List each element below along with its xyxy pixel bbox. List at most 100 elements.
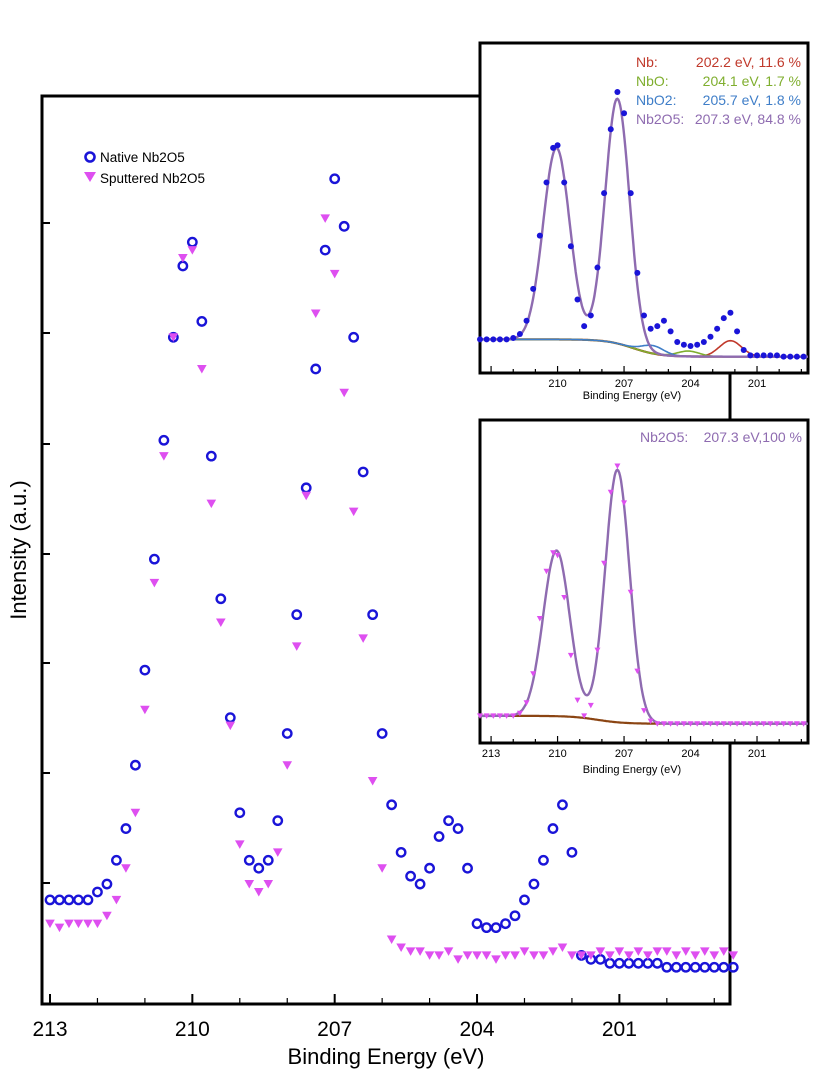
sputtered-data-point — [339, 388, 349, 398]
inset-data-point — [607, 126, 614, 133]
inset-data-point — [707, 721, 714, 727]
inset-data-point — [587, 702, 594, 709]
inset-data-point — [510, 335, 517, 342]
inset-data-point — [543, 568, 550, 575]
sputtered-data-point — [45, 919, 55, 929]
inset-data-point — [614, 89, 621, 95]
native-data-point — [186, 236, 198, 248]
legend: Native Nb2O5 Sputtered Nb2O5 — [84, 150, 205, 186]
native-data-point — [670, 961, 682, 973]
sputtered-data-point — [576, 951, 587, 960]
inset-data-point — [760, 721, 767, 727]
inset-data-point — [621, 110, 628, 117]
inset-data-point — [490, 336, 497, 343]
sputtered-data-point — [310, 309, 321, 318]
native-data-point — [291, 609, 303, 621]
inset-x-tick-label: 210 — [548, 748, 566, 760]
inset-x-tick-label: 201 — [748, 378, 766, 390]
annotation-label: Nb2O5: — [640, 429, 688, 445]
sputtered-data-point — [121, 864, 131, 873]
native-data-point — [253, 862, 265, 874]
inset-data-point — [660, 317, 667, 324]
native-data-point — [386, 799, 398, 811]
sputtered-data-point — [728, 951, 739, 960]
sputtered-data-point — [329, 269, 340, 279]
sputtered-data-point — [197, 364, 207, 374]
inset-data-point — [727, 309, 734, 316]
sputtered-data-point — [348, 507, 359, 517]
inset-data-point — [567, 652, 574, 659]
sputtered-data-point — [595, 947, 606, 956]
inset-data-point — [660, 721, 667, 727]
sputtered-data-point — [548, 947, 558, 956]
sputtered-data-point — [73, 919, 84, 929]
sputtered-data-point — [263, 880, 274, 889]
annotation-label: Nb2O5: — [636, 111, 684, 127]
native-data-point — [538, 854, 549, 866]
sputtered-data-point — [557, 943, 568, 952]
inset-data-point — [567, 243, 574, 250]
inset-data-point — [554, 142, 561, 149]
main-x-tick-label: 201 — [602, 1018, 637, 1041]
inset-data-point — [627, 589, 634, 596]
native-data-point — [481, 922, 492, 934]
sputtered-data-point — [216, 618, 226, 628]
native-data-point — [139, 664, 151, 676]
inset-data-point — [700, 721, 707, 727]
sputtered-data-point — [462, 951, 473, 960]
sputtered-data-point — [633, 947, 644, 956]
inset-data-point — [714, 325, 721, 332]
native-data-point — [452, 823, 464, 834]
inset-x-tick-label: 204 — [681, 748, 699, 760]
sputtered-data-point — [481, 951, 492, 960]
inset-data-point — [654, 721, 661, 727]
native-data-point — [528, 878, 540, 890]
inset-data-point — [621, 500, 628, 506]
inset-data-point — [754, 721, 761, 727]
native-data-point — [376, 728, 388, 739]
native-data-point — [215, 593, 227, 605]
inset-data-point — [496, 336, 503, 343]
sputtered-data-point — [187, 246, 198, 255]
sputtered-data-point — [140, 705, 150, 715]
inset-data-point — [800, 721, 807, 727]
inset-x-tick-label: 210 — [548, 378, 566, 390]
sputtered-data-point — [690, 951, 701, 960]
inset-data-point — [483, 713, 490, 719]
inset-data-point — [550, 144, 557, 151]
inset-data-point — [787, 721, 794, 727]
sputtered-data-point — [272, 848, 283, 857]
inset-data-point — [530, 671, 537, 677]
native-data-point — [433, 831, 445, 842]
sputtered-data-point — [64, 919, 74, 929]
native-data-point — [509, 910, 521, 922]
sputtered-data-point — [320, 214, 330, 223]
inset-data-point — [754, 352, 761, 359]
inset-data-point — [627, 190, 634, 197]
inset-data-point — [496, 713, 503, 719]
main-x-tick-label: 207 — [317, 1018, 352, 1041]
sputtered-data-point — [500, 951, 511, 960]
inset-sputtered-annotations: Nb2O5: 207.3 eV,100 % — [640, 429, 802, 445]
sputtered-data-point — [244, 880, 255, 889]
inset-data-point — [747, 352, 754, 359]
sputtered-data-point — [424, 951, 435, 960]
inset-sputtered-plot: 213 210 207 204 201 Nb2O5: 207.3 eV,100 % Bin… — [477, 418, 810, 776]
inset-data-point — [543, 179, 550, 186]
sputtered-data-point — [491, 955, 501, 964]
inset-data-point — [561, 179, 568, 186]
inset-sputtered-x-ticks: 213 210 207 204 201 — [482, 736, 802, 760]
annotation-value: 204.1 eV, 1.7 % — [703, 73, 801, 89]
inset-data-point — [503, 336, 510, 343]
main-x-axis-label: Binding Energy (eV) — [288, 1044, 485, 1069]
native-data-point — [234, 807, 246, 819]
sputtered-data-point — [624, 951, 634, 960]
annotation-value: 205.7 eV, 1.8 % — [703, 92, 801, 108]
main-y-axis-label: Intensity (a.u.) — [6, 480, 31, 619]
native-data-point — [281, 728, 293, 739]
inset-native-x-axis-label: Binding Energy (eV) — [583, 390, 681, 402]
native-data-point — [63, 894, 75, 906]
native-data-point — [272, 815, 284, 827]
inset-data-point — [767, 721, 774, 727]
inset-data-point — [680, 341, 687, 348]
